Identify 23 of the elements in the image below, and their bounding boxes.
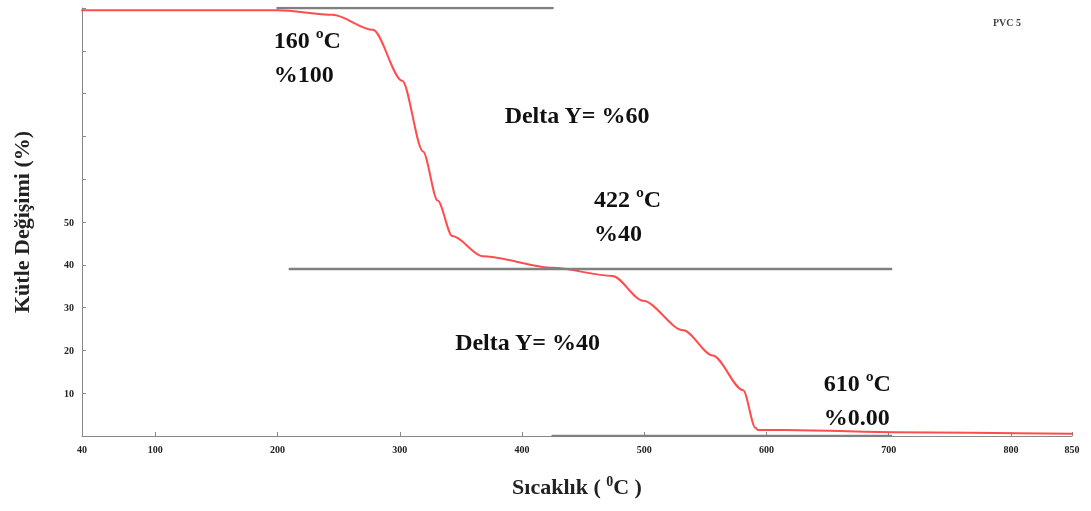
text: PVC 5 — [992, 16, 1022, 28]
x-tick-label: 300 — [392, 443, 408, 455]
x-tick-label: 600 — [758, 443, 774, 455]
annotation: Delta Y= %60 — [504, 102, 650, 128]
annotation: 160 ºC %100 — [273, 27, 341, 87]
y-axis-title: Kütle Değişimi (%) — [8, 130, 34, 314]
line-series — [81, 9, 1073, 435]
y-tick-label: 30 — [64, 302, 74, 314]
x-tick-label: 100 — [147, 443, 163, 455]
x-tick-label: 700 — [881, 443, 897, 455]
y-tick-label: 40 — [64, 259, 74, 271]
annotation: 610 ºC %0.00 — [823, 370, 891, 430]
x-tick-label: 400 — [514, 443, 530, 455]
y-tick-label: 50 — [64, 216, 74, 228]
x-tick-label: 850 — [1064, 443, 1080, 455]
annotation: 422 ºC %40 — [593, 185, 662, 246]
x-tick-label: 500 — [636, 443, 652, 455]
x-tick-label: 800 — [1003, 443, 1019, 455]
y-tick-label: 10 — [64, 387, 74, 399]
x-tick-label: 200 — [270, 443, 286, 455]
y-tick-label: 20 — [64, 344, 74, 356]
annotation: Delta Y= %40 — [455, 328, 600, 355]
x-tick-label: 40 — [77, 443, 87, 455]
